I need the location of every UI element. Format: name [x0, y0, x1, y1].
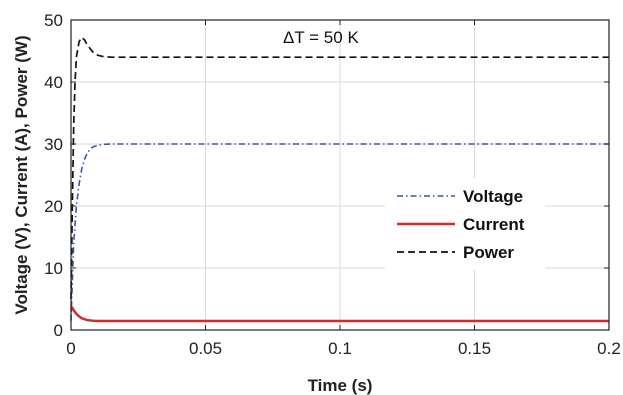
y-tick-label: 40 [44, 73, 63, 92]
ticks: 0 0.05 0.1 0.15 0.2 0 10 20 30 40 50 [44, 11, 621, 358]
legend: Voltage Current Power [385, 178, 545, 270]
series-line-power [70, 36, 609, 300]
y-tick-label: 0 [54, 321, 63, 340]
annotation-delta-t: ΔT = 50 K [283, 28, 359, 47]
x-axis-label: Time (s) [308, 376, 373, 395]
x-tick-label: 0.15 [458, 339, 491, 358]
legend-label-power: Power [463, 243, 514, 262]
x-tick-label: 0.1 [328, 339, 352, 358]
y-tick-label: 30 [44, 135, 63, 154]
series-line-voltage [70, 143, 609, 321]
x-tick-label: 0.05 [189, 339, 222, 358]
y-axis-label: Voltage (V), Current (A), Power (W) [12, 35, 31, 314]
series-line-current [69, 306, 609, 323]
x-tick-label: 0 [66, 339, 75, 358]
plot-series [69, 36, 609, 323]
legend-label-current: Current [463, 215, 525, 234]
y-tick-label: 20 [44, 197, 63, 216]
grid [71, 20, 609, 330]
legend-label-voltage: Voltage [463, 187, 523, 206]
y-tick-label: 10 [44, 259, 63, 278]
y-tick-label: 50 [44, 11, 63, 30]
x-tick-label: 0.2 [597, 339, 621, 358]
